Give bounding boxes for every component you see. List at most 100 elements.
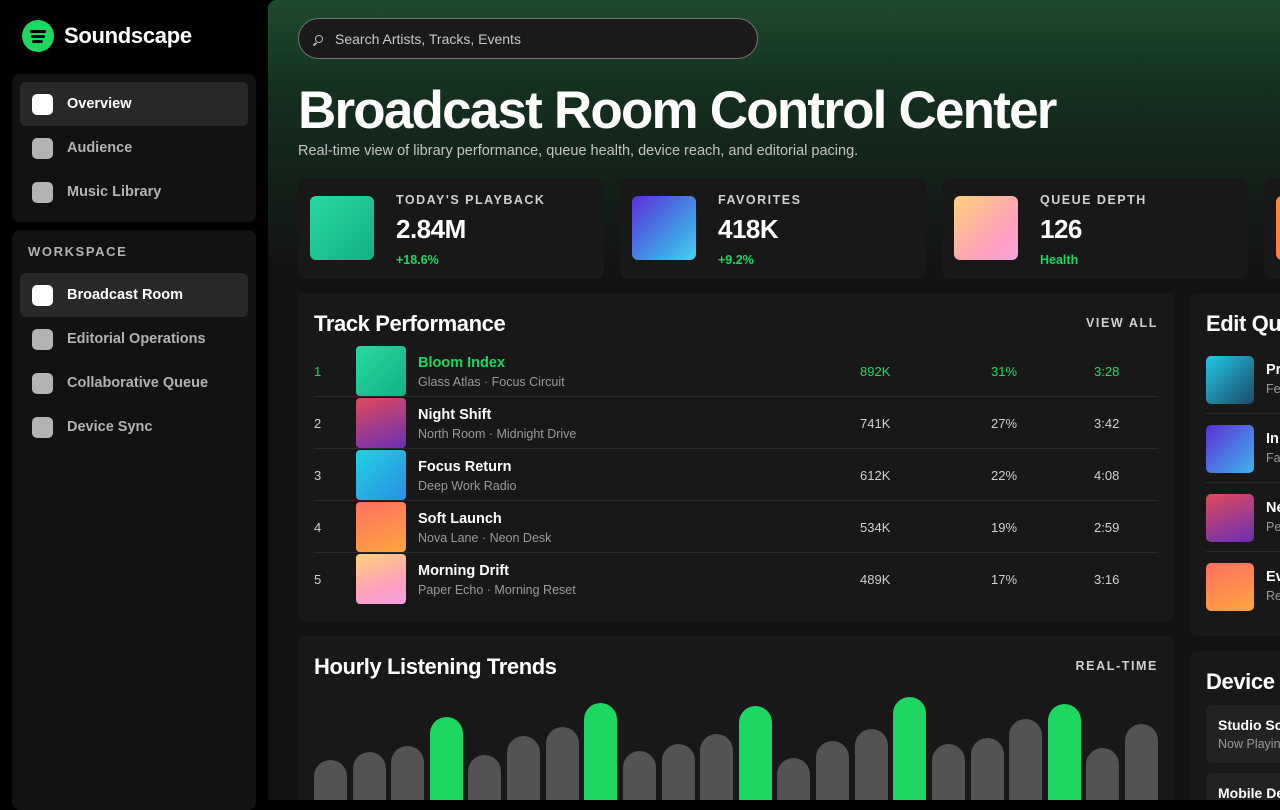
trend-bar bbox=[1086, 748, 1119, 800]
stat-artwork bbox=[1276, 196, 1280, 260]
stat-card-favorites[interactable]: FAVORITES 418K +9.2% bbox=[620, 178, 926, 279]
card-title: Track Performance bbox=[314, 311, 506, 336]
stat-card-playback[interactable]: TODAY'S PLAYBACK 2.84M +18.6% bbox=[298, 178, 604, 279]
track-duration: 2:59 bbox=[1094, 520, 1120, 535]
trend-bar bbox=[855, 729, 888, 800]
listening-trends-card: Hourly Listening Trends REAL-TIME bbox=[298, 636, 1174, 800]
page-title: Broadcast Room Control Center bbox=[298, 81, 1057, 140]
track-plays: 534K bbox=[860, 520, 891, 535]
track-share: 31% bbox=[991, 364, 1018, 379]
sidebar-item-label: Broadcast Room bbox=[67, 287, 184, 303]
device-status: Now Playing bbox=[1218, 737, 1280, 751]
queue-item-name: Pr bbox=[1266, 362, 1280, 378]
broadcast-icon bbox=[32, 284, 53, 306]
search-icon bbox=[315, 34, 323, 43]
list-item[interactable]: Ev Re bbox=[1206, 553, 1280, 621]
search-input[interactable] bbox=[335, 30, 715, 47]
track-artist: Deep Work Radio bbox=[418, 479, 517, 493]
primary-nav: Overview Audience Music Library bbox=[12, 74, 256, 222]
sidebar-item-collaborative-queue[interactable]: Collaborative Queue bbox=[20, 361, 248, 405]
track-duration: 3:28 bbox=[1094, 364, 1120, 379]
list-item[interactable]: In Fa bbox=[1206, 415, 1280, 483]
main-content: Broadcast Room Control Center Real-time … bbox=[268, 0, 1280, 800]
track-artwork bbox=[356, 554, 406, 604]
search-bar[interactable] bbox=[298, 18, 758, 59]
stat-card-partial[interactable] bbox=[1264, 178, 1280, 279]
trend-bar bbox=[1125, 724, 1158, 800]
trend-bar bbox=[777, 758, 810, 800]
card-title: Device bbox=[1206, 669, 1275, 694]
track-rank: 3 bbox=[314, 468, 322, 483]
sidebar-item-broadcast-room[interactable]: Broadcast Room bbox=[20, 273, 248, 317]
device-name: Studio Sc bbox=[1218, 717, 1280, 733]
track-plays: 489K bbox=[860, 572, 891, 587]
devices-card: Device Studio Sc Now Playing Mobile De bbox=[1190, 651, 1280, 800]
stat-artwork bbox=[632, 196, 696, 260]
sidebar-item-label: Editorial Operations bbox=[67, 331, 206, 347]
trend-bars bbox=[314, 692, 1158, 800]
stat-label: TODAY'S PLAYBACK bbox=[396, 193, 546, 207]
list-item[interactable]: Pr Fe bbox=[1206, 346, 1280, 414]
sidebar: Soundscape Overview Audience Music Libra… bbox=[0, 0, 268, 810]
track-plays: 741K bbox=[860, 416, 891, 431]
track-share: 19% bbox=[991, 520, 1018, 535]
stat-value: 126 bbox=[1040, 214, 1082, 244]
stat-artwork bbox=[310, 196, 374, 260]
stat-artwork bbox=[954, 196, 1018, 260]
trend-bar bbox=[700, 734, 733, 800]
realtime-label[interactable]: REAL-TIME bbox=[1075, 659, 1158, 673]
track-duration: 3:42 bbox=[1094, 416, 1120, 431]
trend-bar bbox=[1048, 704, 1081, 800]
sidebar-item-label: Collaborative Queue bbox=[67, 375, 209, 391]
sidebar-item-overview[interactable]: Overview bbox=[20, 82, 248, 126]
sidebar-item-music-library[interactable]: Music Library bbox=[20, 170, 248, 214]
table-row[interactable]: 5 Morning Drift Paper Echo · Morning Res… bbox=[314, 553, 1158, 605]
track-name: Night Shift bbox=[418, 407, 492, 423]
stat-value: 418K bbox=[718, 214, 779, 244]
table-row[interactable]: 1 Bloom Index Glass Atlas · Focus Circui… bbox=[314, 345, 1158, 397]
track-artist: Paper Echo · Morning Reset bbox=[418, 583, 576, 597]
table-row[interactable]: 4 Soft Launch Nova Lane · Neon Desk 534K… bbox=[314, 501, 1158, 553]
sidebar-item-device-sync[interactable]: Device Sync bbox=[20, 405, 248, 449]
view-all-link[interactable]: VIEW ALL bbox=[1085, 316, 1158, 330]
list-item[interactable]: Ne Pe bbox=[1206, 484, 1280, 552]
track-rank: 1 bbox=[314, 364, 322, 379]
sidebar-item-audience[interactable]: Audience bbox=[20, 126, 248, 170]
queue-item-sub: Fe bbox=[1266, 382, 1280, 396]
trend-bar bbox=[546, 727, 579, 800]
queue-item-sub: Re bbox=[1266, 589, 1280, 603]
queue-artwork bbox=[1206, 425, 1254, 473]
queue-item-name: In bbox=[1266, 431, 1279, 447]
trend-bar bbox=[353, 752, 386, 800]
table-row[interactable]: 2 Night Shift North Room · Midnight Driv… bbox=[314, 397, 1158, 449]
device-name: Mobile De bbox=[1218, 785, 1280, 800]
trend-bar bbox=[623, 751, 656, 800]
track-name: Soft Launch bbox=[418, 511, 502, 527]
brand[interactable]: Soundscape bbox=[22, 20, 192, 52]
sidebar-item-label: Overview bbox=[67, 96, 132, 112]
sidebar-item-label: Device Sync bbox=[67, 419, 153, 435]
trend-bar bbox=[932, 744, 965, 800]
track-name: Focus Return bbox=[418, 459, 512, 475]
trend-bar bbox=[1009, 719, 1042, 800]
stat-card-queue-depth[interactable]: QUEUE DEPTH 126 Health bbox=[942, 178, 1248, 279]
track-rank: 5 bbox=[314, 572, 322, 587]
trend-bar bbox=[739, 706, 772, 800]
table-row[interactable]: 3 Focus Return Deep Work Radio 612K 22% … bbox=[314, 449, 1158, 501]
trend-bar bbox=[893, 697, 926, 800]
queue-item-name: Ne bbox=[1266, 500, 1280, 516]
trend-bar bbox=[314, 760, 347, 800]
device-item[interactable]: Studio Sc Now Playing bbox=[1206, 705, 1280, 763]
trend-bar bbox=[971, 738, 1004, 800]
sidebar-item-label: Music Library bbox=[67, 184, 162, 200]
queue-icon bbox=[32, 372, 53, 394]
page-subtitle: Real-time view of library performance, q… bbox=[298, 143, 859, 159]
track-rank: 2 bbox=[314, 416, 322, 431]
edit-queue-card: Edit Qu Pr Fe In Fa Ne Pe Ev Re bbox=[1190, 293, 1280, 636]
device-item[interactable]: Mobile De bbox=[1206, 773, 1280, 800]
sidebar-item-editorial-operations[interactable]: Editorial Operations bbox=[20, 317, 248, 361]
queue-item-name: Ev bbox=[1266, 569, 1280, 585]
queue-item-sub: Pe bbox=[1266, 520, 1280, 534]
trend-bar bbox=[430, 717, 463, 800]
track-plays: 612K bbox=[860, 468, 891, 483]
